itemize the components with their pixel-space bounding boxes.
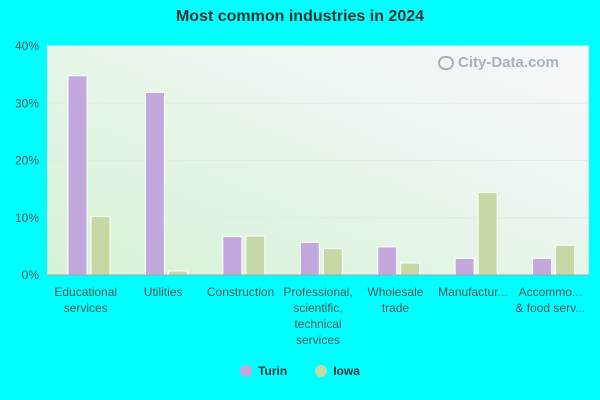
- bar-iowa: [245, 235, 266, 276]
- magnifier-icon: [438, 55, 454, 70]
- bar-iowa: [477, 192, 498, 276]
- x-category-label: Construction: [207, 285, 274, 299]
- x-category-label: Educational services: [54, 285, 117, 315]
- x-category-label: Manufactur...: [438, 285, 507, 299]
- x-category-label: Utilities: [144, 285, 183, 299]
- gridlines: [47, 45, 589, 219]
- y-tick-label: 0%: [22, 268, 40, 282]
- bar-iowa: [400, 262, 421, 276]
- y-axis-ticks: 0% 10% 20% 30% 40%: [15, 39, 39, 282]
- bar-turin: [532, 257, 553, 276]
- x-category-label: Accommo... & food serv...: [515, 285, 585, 315]
- legend: Turin Iowa: [0, 364, 600, 378]
- bar-iowa: [90, 216, 111, 276]
- x-category-label: Professional, scientific, technical service…: [283, 285, 352, 347]
- legend-swatch-iowa: [315, 365, 328, 377]
- legend-swatch-turin: [240, 365, 253, 377]
- y-tick-label: 10%: [15, 211, 39, 225]
- bar-turin: [454, 257, 475, 276]
- y-tick-label: 30%: [15, 96, 39, 110]
- watermark: City-Data.com: [438, 54, 559, 71]
- bar-iowa: [555, 244, 576, 276]
- bar-turin: [299, 241, 320, 276]
- bar-iowa: [322, 248, 343, 276]
- y-tick-label: 20%: [15, 154, 39, 168]
- x-category-label: Wholesale trade: [367, 285, 423, 315]
- legend-item-iowa: Iowa: [315, 364, 360, 378]
- chart-title: Most common industries in 2024: [175, 8, 425, 25]
- legend-item-turin: Turin: [240, 364, 287, 378]
- legend-label-turin: Turin: [258, 364, 288, 378]
- watermark-text: City-Data.com: [458, 54, 559, 71]
- x-axis-labels: Educational services Utilities Construction…: [54, 285, 585, 347]
- y-tick-label: 40%: [15, 39, 39, 53]
- bar-turin: [377, 246, 398, 276]
- bar-turin: [67, 75, 88, 276]
- bar-turin: [144, 91, 165, 276]
- bar-turin: [222, 236, 243, 276]
- legend-label-iowa: Iowa: [333, 364, 360, 378]
- bar-iowa: [167, 270, 188, 276]
